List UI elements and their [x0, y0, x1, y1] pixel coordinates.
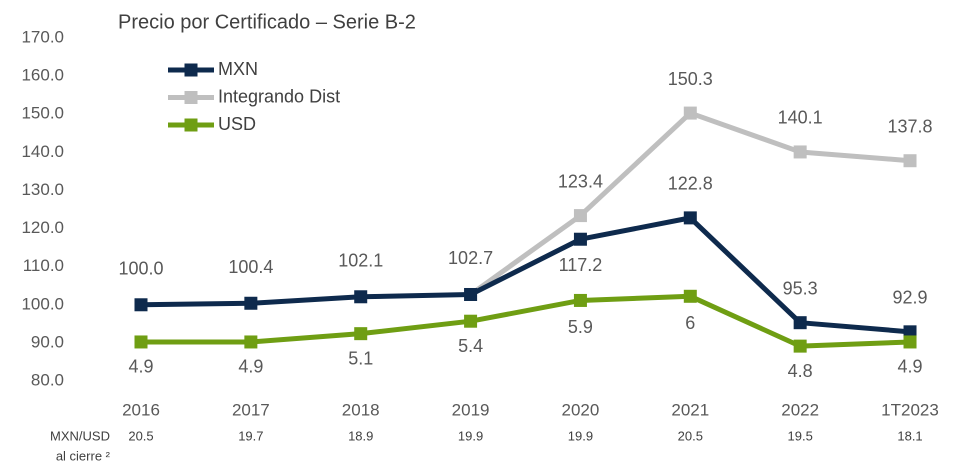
series-marker	[793, 339, 807, 353]
fx-value: 19.7	[238, 428, 263, 443]
data-label: 4.8	[788, 361, 813, 381]
data-label: 150.3	[668, 69, 713, 89]
legend-marker	[184, 91, 198, 104]
series-line	[141, 293, 911, 349]
legend-label: USD	[218, 114, 256, 134]
data-label: 5.1	[348, 348, 373, 368]
x-tick-label: 2021	[671, 400, 709, 419]
series-marker	[354, 290, 368, 304]
series-marker	[903, 154, 917, 168]
x-tick-label: 2022	[781, 400, 819, 419]
series-marker	[244, 296, 258, 310]
series-line	[469, 110, 911, 297]
fx-value: 18.9	[348, 428, 373, 443]
y-tick-label: 100.0	[21, 294, 64, 313]
data-label: 122.8	[668, 174, 713, 194]
data-label: 140.1	[778, 108, 823, 128]
x-tick-label: 2020	[562, 400, 600, 419]
fx-row-label: MXN/USD	[50, 428, 110, 443]
fx-row-sublabel: al cierre ²	[56, 448, 111, 463]
series-marker	[793, 145, 807, 159]
y-tick-label: 90.0	[31, 332, 64, 351]
series-marker	[573, 209, 587, 223]
x-tick-label: 2019	[452, 400, 490, 419]
fx-value: 20.5	[128, 428, 153, 443]
series-marker	[244, 335, 258, 349]
x-tick-label: 1T2023	[881, 400, 939, 419]
data-label: 123.4	[558, 171, 603, 191]
series-marker	[683, 106, 697, 120]
y-tick-label: 130.0	[21, 180, 64, 199]
data-label: 4.9	[238, 357, 263, 377]
y-tick-label: 170.0	[21, 27, 64, 46]
x-tick-label: 2018	[342, 400, 380, 419]
fx-value: 19.5	[788, 428, 813, 443]
data-label: 102.1	[338, 251, 383, 271]
legend-marker	[184, 118, 198, 132]
series-marker	[793, 316, 807, 330]
series-marker	[464, 287, 478, 301]
data-label: 100.4	[228, 257, 273, 277]
data-label: 95.3	[783, 278, 818, 298]
legend-label: MXN	[218, 59, 258, 79]
y-tick-label: 110.0	[23, 256, 64, 275]
data-label: 5.4	[458, 336, 483, 356]
legend-marker	[184, 63, 198, 77]
y-tick-label: 80.0	[31, 370, 64, 389]
series-marker	[354, 327, 368, 341]
data-label: 4.9	[898, 357, 923, 377]
series-marker	[573, 293, 587, 307]
series-marker	[134, 335, 148, 349]
data-label: 92.9	[892, 288, 927, 308]
series-marker	[464, 314, 478, 328]
data-label: 6	[685, 313, 695, 333]
fx-value: 20.5	[678, 428, 703, 443]
data-label: 137.8	[887, 116, 932, 136]
fx-value: 19.9	[568, 428, 593, 443]
data-label: 4.9	[128, 357, 153, 377]
data-label: 117.2	[559, 255, 603, 275]
series-marker	[134, 298, 148, 312]
data-label: 100.0	[118, 259, 163, 279]
series-line	[140, 215, 911, 335]
data-label: 102.7	[448, 248, 493, 268]
chart-title: Precio por Certificado – Serie B-2	[118, 11, 416, 33]
x-tick-label: 2016	[122, 400, 160, 419]
series-marker	[903, 335, 917, 349]
series-marker	[683, 289, 697, 303]
fx-value: 19.9	[458, 428, 483, 443]
y-tick-label: 140.0	[21, 142, 64, 161]
y-tick-label: 120.0	[21, 218, 64, 237]
legend-label: Integrando Dist	[218, 86, 340, 106]
series-marker	[573, 232, 587, 246]
y-tick-label: 160.0	[21, 66, 64, 85]
data-label: 5.9	[568, 317, 593, 337]
fx-value: 18.1	[897, 428, 922, 443]
y-tick-label: 150.0	[21, 104, 64, 123]
x-tick-label: 2017	[232, 400, 270, 419]
series-marker	[903, 325, 917, 339]
series-marker	[683, 211, 697, 225]
